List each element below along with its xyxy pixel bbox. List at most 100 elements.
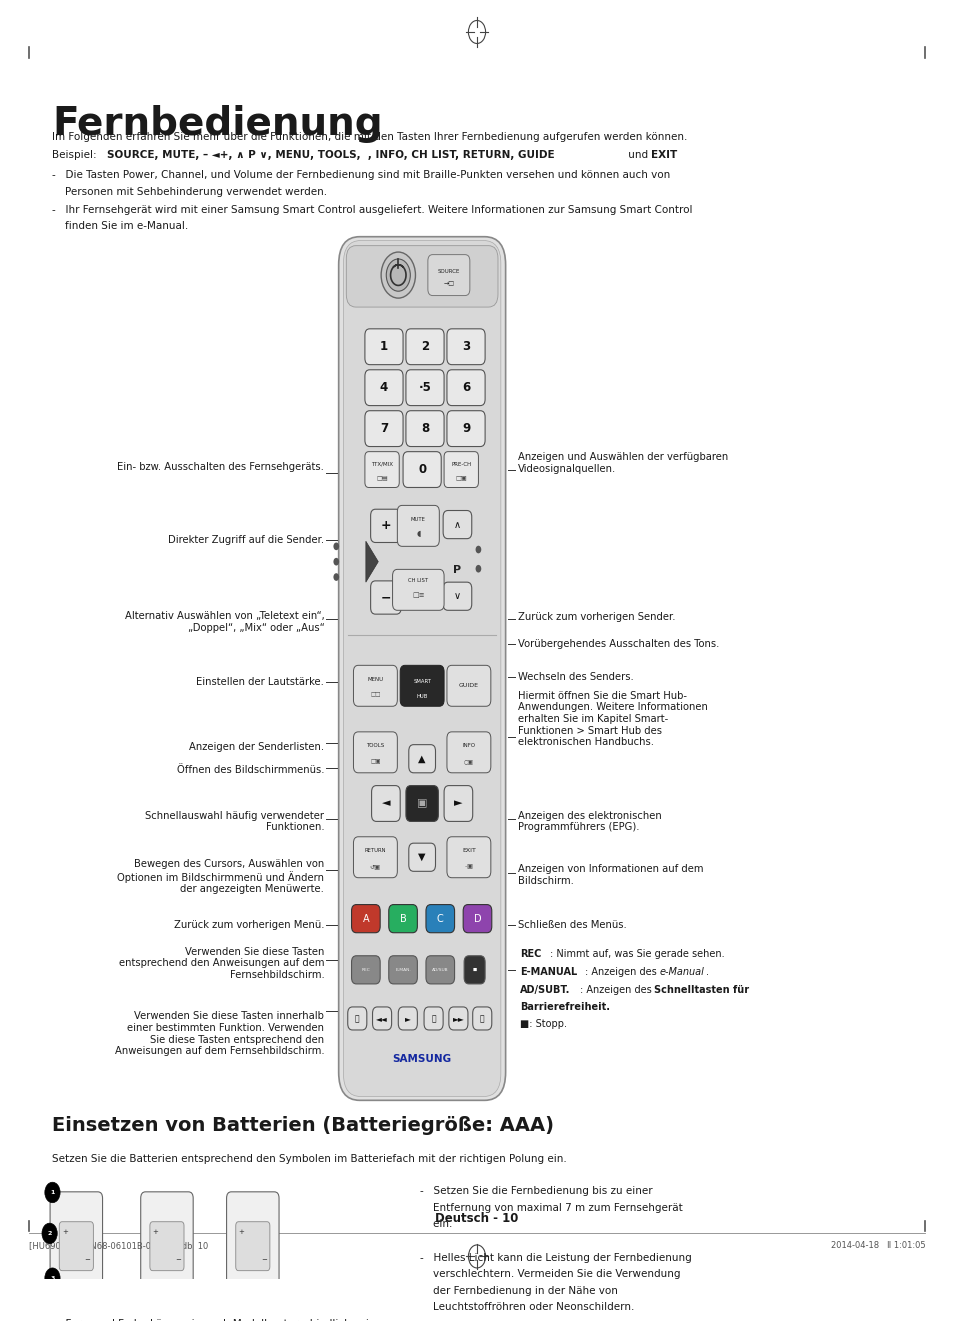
FancyBboxPatch shape [463, 956, 484, 984]
FancyBboxPatch shape [425, 905, 454, 933]
Text: Wechseln des Senders.: Wechseln des Senders. [517, 672, 633, 682]
Text: A: A [362, 914, 369, 923]
Text: Beispiel:: Beispiel: [52, 149, 100, 160]
Text: E-MAN.: E-MAN. [395, 968, 411, 972]
Text: 6: 6 [461, 382, 470, 394]
Text: REC: REC [519, 950, 540, 959]
Text: SOURCE, MUTE, – ◄+, ∧ P ∨, MENU, TOOLS,  , INFO, CH LIST, RETURN, GUIDE: SOURCE, MUTE, – ◄+, ∧ P ∨, MENU, TOOLS, … [107, 149, 554, 160]
Text: SOURCE: SOURCE [437, 268, 459, 273]
Text: SAMSUNG: SAMSUNG [393, 1054, 451, 1065]
Text: ∨: ∨ [454, 592, 460, 601]
Text: 4: 4 [379, 382, 388, 394]
Circle shape [45, 1268, 60, 1288]
Circle shape [334, 557, 339, 565]
FancyBboxPatch shape [406, 370, 443, 406]
Text: Bewegen des Cursors, Auswählen von
Optionen im Bildschirmmenü und Ändern
der ang: Bewegen des Cursors, Auswählen von Optio… [117, 859, 324, 894]
FancyBboxPatch shape [353, 666, 396, 707]
Text: 1: 1 [379, 341, 388, 353]
Text: −: − [261, 1258, 267, 1263]
FancyBboxPatch shape [364, 411, 402, 446]
Text: SMART: SMART [413, 679, 431, 684]
Text: Setzen Sie die Batterien entsprechend den Symbolen im Batteriefach mit der richt: Setzen Sie die Batterien entsprechend de… [52, 1155, 567, 1164]
FancyBboxPatch shape [364, 329, 402, 365]
Text: Schnelltasten für: Schnelltasten für [654, 985, 749, 995]
Text: □▣: □▣ [370, 758, 380, 764]
Text: 3: 3 [51, 1276, 54, 1280]
Circle shape [42, 1223, 57, 1243]
Text: verschlechtern. Vermeiden Sie die Verwendung: verschlechtern. Vermeiden Sie die Verwen… [419, 1269, 679, 1279]
Text: □□: □□ [370, 692, 380, 697]
FancyBboxPatch shape [372, 786, 399, 822]
Text: AD/SUB: AD/SUB [432, 968, 448, 972]
Text: ►: ► [404, 1015, 411, 1022]
Text: TTX/MIX: TTX/MIX [371, 462, 393, 466]
Text: .: . [671, 149, 675, 160]
FancyBboxPatch shape [338, 236, 505, 1100]
FancyBboxPatch shape [446, 836, 491, 877]
FancyBboxPatch shape [351, 956, 379, 984]
Text: Alternativ Auswählen von „Teletext ein“,
„Doppel“, „Mix“ oder „Aus“: Alternativ Auswählen von „Teletext ein“,… [125, 612, 324, 633]
FancyBboxPatch shape [406, 411, 443, 446]
Text: ⏭: ⏭ [479, 1015, 484, 1022]
Text: und: und [624, 149, 651, 160]
FancyBboxPatch shape [347, 1007, 366, 1030]
Text: −: − [175, 1258, 181, 1263]
FancyBboxPatch shape [398, 1007, 416, 1030]
Text: Zurück zum vorherigen Menü.: Zurück zum vorherigen Menü. [173, 919, 324, 930]
Text: 2: 2 [420, 341, 429, 353]
Text: ◄: ◄ [381, 798, 390, 808]
Text: ▣: ▣ [416, 798, 427, 808]
FancyBboxPatch shape [443, 786, 472, 822]
Text: Entfernung von maximal 7 m zum Fernsehgerät: Entfernung von maximal 7 m zum Fernsehge… [419, 1202, 681, 1213]
Circle shape [475, 565, 480, 572]
FancyBboxPatch shape [446, 411, 484, 446]
Text: EXIT: EXIT [650, 149, 677, 160]
Text: MENU: MENU [367, 676, 383, 682]
Text: AD/SUBT.: AD/SUBT. [519, 985, 570, 995]
FancyBboxPatch shape [59, 1222, 93, 1271]
Text: Anzeigen der Senderlisten.: Anzeigen der Senderlisten. [189, 742, 324, 752]
Text: ◖: ◖ [416, 528, 420, 538]
FancyBboxPatch shape [408, 843, 435, 872]
FancyBboxPatch shape [425, 956, 454, 984]
Text: PRE-CH: PRE-CH [451, 462, 471, 466]
Text: ein.: ein. [419, 1219, 452, 1230]
Text: ►: ► [454, 798, 462, 808]
Text: D: D [474, 914, 480, 923]
Text: Verwenden Sie diese Tasten innerhalb
einer bestimmten Funktion. Verwenden
Sie di: Verwenden Sie diese Tasten innerhalb ein… [114, 1012, 324, 1057]
FancyBboxPatch shape [51, 1192, 103, 1301]
Text: +: + [380, 519, 391, 532]
FancyBboxPatch shape [389, 956, 416, 984]
Text: ▼: ▼ [418, 852, 425, 863]
FancyBboxPatch shape [343, 240, 500, 1096]
Text: finden Sie im e-Manual.: finden Sie im e-Manual. [52, 222, 189, 231]
Circle shape [45, 1182, 60, 1202]
FancyBboxPatch shape [427, 255, 469, 296]
FancyBboxPatch shape [141, 1192, 193, 1301]
Text: Vorübergehendes Ausschalten des Tons.: Vorübergehendes Ausschalten des Tons. [517, 638, 719, 649]
Text: Ein- bzw. Ausschalten des Fernsehgeräts.: Ein- bzw. Ausschalten des Fernsehgeräts. [117, 462, 324, 472]
Text: →□: →□ [443, 281, 454, 287]
Text: Einsetzen von Batterien (Batteriegröße: AAA): Einsetzen von Batterien (Batteriegröße: … [52, 1116, 554, 1135]
Text: 0: 0 [417, 464, 426, 476]
Text: −: − [380, 590, 391, 604]
Text: +: + [238, 1229, 244, 1235]
Text: Deutsch - 10: Deutsch - 10 [435, 1211, 518, 1225]
Text: Zurück zum vorherigen Sender.: Zurück zum vorherigen Sender. [517, 612, 675, 622]
Text: B: B [399, 914, 406, 923]
Text: GUIDE: GUIDE [458, 683, 478, 688]
Text: .: . [705, 967, 708, 978]
Text: –▣: –▣ [464, 864, 473, 869]
Text: Barrierefreiheit.: Barrierefreiheit. [519, 1001, 609, 1012]
Text: Fernbedienung: Fernbedienung [52, 104, 383, 143]
FancyBboxPatch shape [406, 329, 443, 365]
Text: : Anzeigen des: : Anzeigen des [579, 985, 654, 995]
FancyBboxPatch shape [406, 786, 437, 822]
Circle shape [334, 573, 339, 581]
Text: 2: 2 [48, 1231, 51, 1236]
Circle shape [380, 252, 416, 299]
FancyBboxPatch shape [396, 506, 438, 547]
Text: 1: 1 [51, 1190, 54, 1196]
Text: ◄◄: ◄◄ [375, 1015, 388, 1022]
FancyBboxPatch shape [353, 732, 396, 773]
